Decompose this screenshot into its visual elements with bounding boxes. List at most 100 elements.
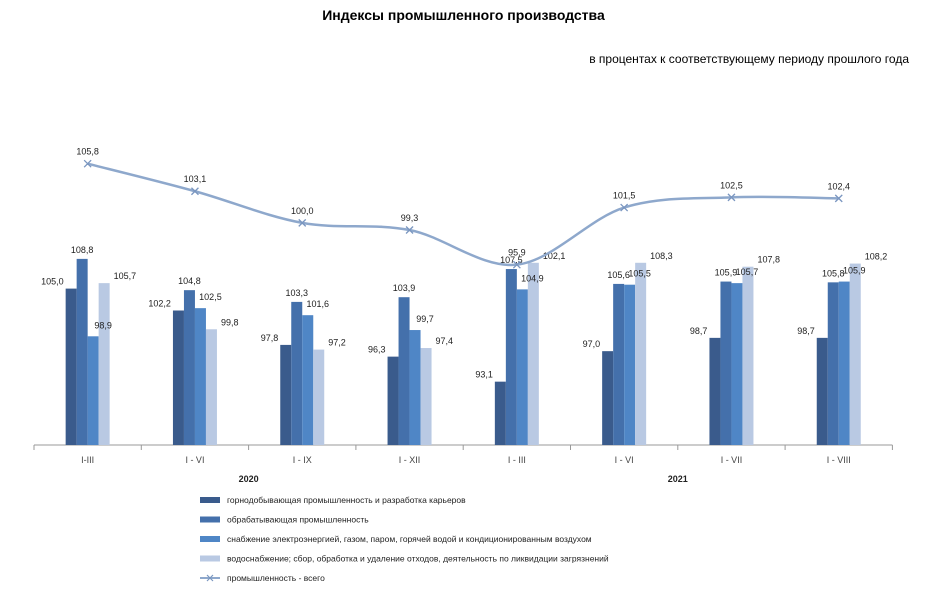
bar-water <box>849 263 861 445</box>
bar-label-mining: 93,1 <box>475 370 493 380</box>
bar-label-water: 108,3 <box>650 251 673 261</box>
x-tick-label: I - IX <box>293 455 312 465</box>
bar-mining <box>494 381 506 445</box>
bar-label-energy: 105,7 <box>736 267 759 277</box>
bar-mining <box>65 288 77 445</box>
line-total-marker <box>620 203 629 212</box>
bar-mining <box>172 310 184 445</box>
bar-label-manufacturing: 103,9 <box>393 283 416 293</box>
bar-label-mining: 102,2 <box>148 298 171 308</box>
bar-energy <box>731 283 743 445</box>
bar-mining <box>387 356 399 445</box>
bar-label-energy: 101,6 <box>306 299 329 309</box>
bar-mining <box>816 337 828 445</box>
chart-title: Индексы промышленного производства <box>322 7 605 23</box>
legend-marker-total <box>206 574 214 582</box>
bar-water <box>313 349 325 445</box>
bar-label-water: 102,1 <box>543 251 566 261</box>
bar-label-mining: 96,3 <box>368 345 386 355</box>
bar-label-manufacturing: 104,8 <box>178 276 201 286</box>
bar-energy <box>194 308 206 445</box>
bar-water <box>742 266 754 445</box>
bar-label-water: 97,4 <box>436 336 454 346</box>
line-total <box>87 162 839 267</box>
legend-swatch-energy <box>200 536 220 542</box>
bar-energy <box>624 284 636 445</box>
legend-label-manufacturing: обрабатывающая промышленность <box>227 515 369 525</box>
bar-label-manufacturing: 103,3 <box>285 288 308 298</box>
bar-manufacturing <box>613 283 625 445</box>
bar-label-mining: 97,0 <box>583 339 601 349</box>
bar-energy <box>87 336 99 445</box>
x-tick-label: I - III <box>508 455 526 465</box>
line-total-marker <box>727 193 736 202</box>
year-label: 2021 <box>668 474 688 484</box>
bar-label-mining: 105,0 <box>41 277 64 287</box>
bar-label-energy: 104,9 <box>521 273 544 283</box>
bar-mining <box>709 337 721 445</box>
bar-label-manufacturing: 107,5 <box>500 255 523 265</box>
bar-label-water: 108,2 <box>865 252 888 262</box>
bar-label-water: 97,2 <box>328 338 346 348</box>
line-total-label: 103,1 <box>184 174 207 184</box>
x-tick-label: I - VI <box>615 455 634 465</box>
line-total-marker <box>834 194 843 203</box>
bar-manufacturing <box>398 297 410 445</box>
x-tick-label: I - XII <box>399 455 421 465</box>
year-label: 2020 <box>239 474 259 484</box>
line-total-label: 101,5 <box>613 191 636 201</box>
line-total-marker <box>405 226 414 234</box>
bar-label-energy: 102,5 <box>199 292 222 302</box>
bar-water <box>635 262 647 445</box>
line-total-label: 99,3 <box>401 213 419 223</box>
bar-label-water: 107,8 <box>757 255 780 265</box>
legend-swatch-manufacturing <box>200 516 220 523</box>
bar-label-energy: 98,9 <box>94 320 112 330</box>
line-total-label: 102,5 <box>720 180 743 190</box>
bar-manufacturing <box>76 258 88 445</box>
line-total-label: 105,8 <box>76 147 99 157</box>
bar-label-water: 99,8 <box>221 317 239 327</box>
line-total-marker <box>512 260 521 269</box>
bar-label-manufacturing: 105,8 <box>822 268 845 278</box>
bar-manufacturing <box>291 301 303 445</box>
x-tick-label: I - VIII <box>827 455 851 465</box>
bar-mining <box>280 344 292 445</box>
bar-energy <box>516 289 528 445</box>
line-total-label: 102,4 <box>827 181 850 191</box>
bar-label-energy: 105,9 <box>843 266 866 276</box>
legend-swatch-mining <box>200 497 220 503</box>
bar-label-water: 105,7 <box>114 271 137 281</box>
legend-label-mining: горнодобывающая промышленность и разрабо… <box>227 495 466 505</box>
bar-mining <box>602 351 614 445</box>
bar-water <box>98 283 110 445</box>
bar-energy <box>838 281 850 445</box>
bar-energy <box>409 330 421 445</box>
bar-label-energy: 99,7 <box>416 314 434 324</box>
legend-label-water: водоснабжение; сбор, обработка и удалени… <box>227 554 609 564</box>
x-tick-label: I - VI <box>185 455 204 465</box>
bar-manufacturing <box>827 282 839 445</box>
bar-label-manufacturing: 105,9 <box>715 268 738 278</box>
bar-label-energy: 105,5 <box>628 269 651 279</box>
legend-label-total: промышленность - всего <box>227 573 325 583</box>
bar-water <box>420 348 432 445</box>
line-total-marker <box>190 187 199 196</box>
line-total-label: 100,0 <box>291 206 314 216</box>
bar-label-manufacturing: 108,8 <box>71 245 94 255</box>
bar-energy <box>302 315 314 445</box>
legend-label-energy: снабжение электроэнергией, газом, паром,… <box>227 534 592 544</box>
line-total-marker <box>298 218 307 227</box>
bar-manufacturing <box>183 290 195 445</box>
chart-subtitle: в процентах к соответствующему периоду п… <box>589 52 909 66</box>
bar-manufacturing <box>505 269 517 445</box>
line-total-label: 95,9 <box>508 248 526 258</box>
bar-manufacturing <box>720 281 732 445</box>
legend-swatch-water <box>200 555 220 562</box>
x-tick-label: I-III <box>81 455 94 465</box>
line-total-marker <box>83 159 92 168</box>
bar-label-mining: 98,7 <box>797 326 815 336</box>
bar-water <box>205 329 217 445</box>
bar-label-manufacturing: 105,6 <box>607 270 630 280</box>
